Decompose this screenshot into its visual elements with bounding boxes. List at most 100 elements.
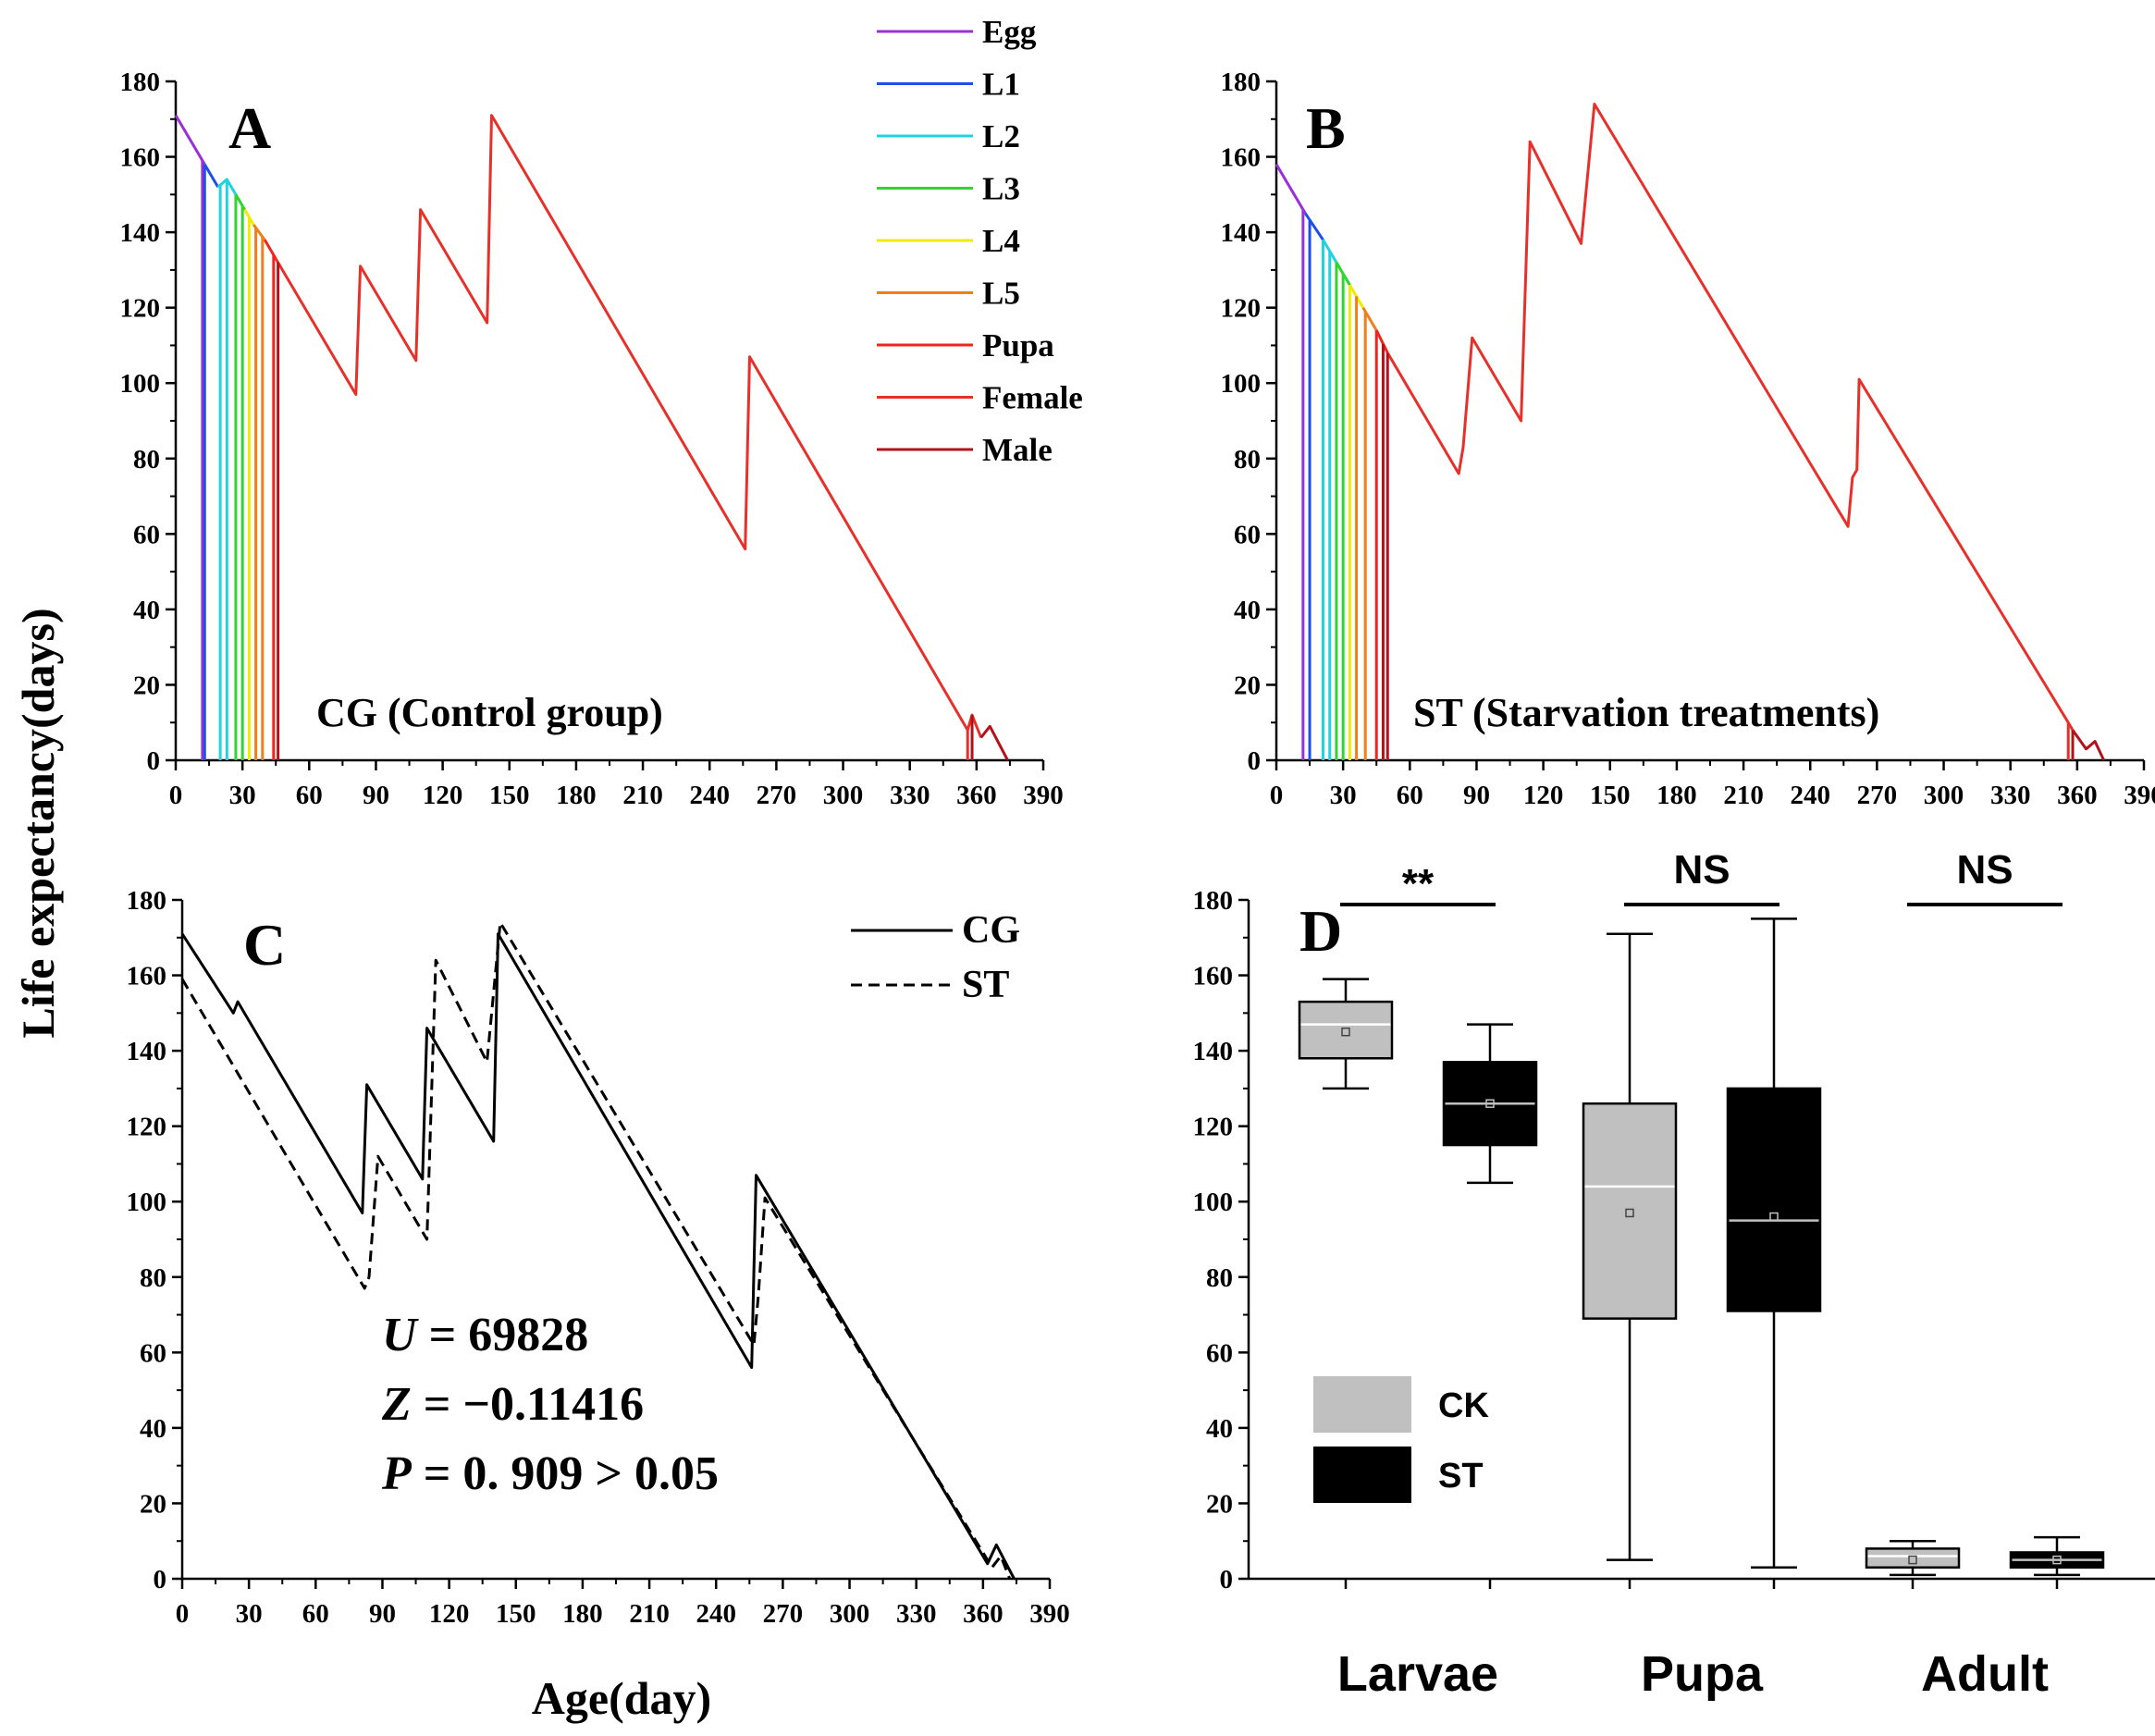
y-axis-label: Life expectancy(days) <box>12 608 64 1038</box>
ck-adult-box <box>1865 1547 1961 1570</box>
legend-label-l3: L3 <box>982 171 1020 207</box>
panel-b-line-l3 <box>1335 261 1351 286</box>
panel-c-y-tick-label: 40 <box>140 1414 166 1444</box>
panel-b-x-tick-label: 180 <box>1656 781 1697 810</box>
legend-label-l2: L2 <box>982 118 1020 154</box>
panel-b-y-tick-label: 120 <box>1221 294 1262 324</box>
panel-d-y-tick-label: 40 <box>1206 1414 1233 1444</box>
panel-c-x-tick-label: 240 <box>696 1599 736 1629</box>
panel-b-series <box>1275 103 2106 761</box>
panel-a-title: CG (Control group) <box>316 690 663 735</box>
legend-label-pupa: Pupa <box>982 327 1054 363</box>
stat-z: Z = −0.11416 <box>381 1378 644 1431</box>
category-label-adult: Adult <box>1921 1646 2049 1702</box>
panel-a-y-tick-label: 40 <box>133 596 160 625</box>
panel-c-x-tick-label: 360 <box>963 1599 1004 1629</box>
panel-b-x-tick-label: 390 <box>2124 781 2155 810</box>
panel-c-y-tick-label: 140 <box>127 1037 167 1066</box>
panel-b-x-tick-label: 0 <box>1270 781 1284 810</box>
ck-legend-swatch <box>1313 1376 1411 1433</box>
panel-b-chart: 0 20 40 60 80 100 120 140 160 180 0 30 60 90 120 150 180… <box>1221 68 2155 810</box>
legend-label-female: Female <box>982 380 1083 416</box>
panel-b-x-tick-label: 210 <box>1723 781 1764 810</box>
significance-label: NS <box>1956 847 2013 893</box>
panel-b-x-tick-label: 30 <box>1330 781 1357 810</box>
category-label-pupa: Pupa <box>1641 1646 1764 1702</box>
panel-b-x-tick-label: 90 <box>1463 781 1490 810</box>
panel-b-x-tick-label: 60 <box>1397 781 1423 810</box>
st-legend-swatch-box <box>1313 1447 1411 1503</box>
panel-a-line-egg <box>174 114 206 166</box>
panel-a-line-female <box>274 114 983 739</box>
ck-larvae-box <box>1298 1000 1394 1060</box>
panel-c-x-tick-label: 60 <box>302 1599 329 1629</box>
panel-d-legend: CK ST <box>1313 1376 1489 1503</box>
panel-a-x-tick-label: 360 <box>956 781 997 810</box>
panel-c-line-st <box>180 921 1012 1580</box>
panel-d-boxes <box>1298 917 2105 1577</box>
mann-whitney-stats: U = 69828 Z = −0.11416 P = 0. 909 > 0.05 <box>381 1309 719 1500</box>
panel-b-y-tick-label: 160 <box>1221 143 1262 173</box>
panel-c-x-tick-label: 90 <box>369 1599 396 1629</box>
panel-d-y-tick-label: 0 <box>1220 1565 1234 1594</box>
panel-a-y-tick-label: 120 <box>120 294 161 324</box>
st-legend-label-box: ST <box>1438 1457 1484 1496</box>
panel-a-x-tick-label: 90 <box>363 781 389 810</box>
panel-c-y-tick-label: 160 <box>127 962 167 991</box>
panel-d-y-tick-label: 100 <box>1193 1188 1234 1217</box>
panel-d-letter: D <box>1299 898 1342 964</box>
panel-c-y-tick-label: 20 <box>140 1489 166 1519</box>
panel-a-x-tick-label: 30 <box>229 781 256 810</box>
panel-b-y-tick-label: 60 <box>1234 520 1261 549</box>
ck-legend-label: CK <box>1438 1386 1489 1425</box>
panel-c-x-tick-label: 390 <box>1029 1599 1070 1629</box>
panel-a-x-tick-label: 390 <box>1023 781 1064 810</box>
panel-a-series <box>174 114 1009 761</box>
legend-label-l5: L5 <box>982 276 1020 312</box>
panel-c-x-tick-label: 210 <box>629 1599 670 1629</box>
panel-b-x-tick-label: 360 <box>2057 781 2098 810</box>
panel-b-axes: 0 20 40 60 80 100 120 140 160 180 0 30 60 90 120 150 180… <box>1221 68 2155 810</box>
panel-b-y-tick-label: 140 <box>1221 218 1262 248</box>
panel-b-x-tick-label: 300 <box>1924 781 1964 810</box>
significance-label: NS <box>1673 847 1730 893</box>
st-pupa-mean-marker <box>1769 1212 1779 1222</box>
panel-a-x-tick-label: 300 <box>823 781 864 810</box>
panel-a-x-tick-label: 120 <box>423 781 463 810</box>
legend-label-l1: L1 <box>982 67 1020 103</box>
st-legend-label: ST <box>962 964 1009 1006</box>
panel-c-x-tick-label: 180 <box>562 1599 603 1629</box>
panel-a-y-tick-label: 20 <box>133 671 160 700</box>
panel-a-line-male <box>979 724 1009 761</box>
panel-a-y-tick-label: 160 <box>120 143 161 173</box>
panel-b-y-tick-label: 40 <box>1234 596 1261 625</box>
panel-c-x-tick-label: 330 <box>896 1599 937 1629</box>
panel-c-y-tick-label: 120 <box>127 1113 167 1142</box>
panel-b-line-female <box>1386 103 2075 732</box>
panel-a-axes: 0 20 40 60 80 100 120 140 160 180 0 30 60 90 120 150 180… <box>120 68 1064 810</box>
ck-pupa-box <box>1582 1102 1678 1320</box>
panel-c-letter: C <box>243 912 286 978</box>
panel-a-y-tick-label: 80 <box>133 445 160 474</box>
panel-d-y-tick-label: 160 <box>1193 962 1234 991</box>
panel-c-y-tick-label: 60 <box>140 1338 166 1368</box>
panel-a-line-l1 <box>203 163 219 188</box>
panel-a-y-tick-label: 0 <box>147 746 161 776</box>
panel-c-axes: 0 20 40 60 80 100 120 140 160 180 0 30 60 90 120 150 180… <box>127 886 1070 1629</box>
panel-a-y-tick-label: 140 <box>120 218 161 248</box>
st-larvae-mean-marker <box>1485 1099 1495 1108</box>
panel-b-y-tick-label: 0 <box>1248 746 1262 776</box>
panel-c-y-tick-label: 100 <box>127 1188 167 1217</box>
panel-c-x-tick-label: 150 <box>496 1599 536 1629</box>
panel-a-line-l2 <box>216 178 238 196</box>
panel-a-x-tick-label: 0 <box>169 781 183 810</box>
panel-b-line-l1 <box>1304 212 1324 241</box>
st-pupa-box <box>1726 1087 1822 1312</box>
panel-c-x-tick-label: 270 <box>763 1599 804 1629</box>
category-label-larvae: Larvae <box>1337 1646 1498 1702</box>
panel-b-x-tick-label: 120 <box>1523 781 1564 810</box>
panel-b-line-pupa <box>1374 329 1389 354</box>
legend-label-l4: L4 <box>982 223 1020 259</box>
panel-d-significance: ** NS NS <box>1340 847 2063 906</box>
